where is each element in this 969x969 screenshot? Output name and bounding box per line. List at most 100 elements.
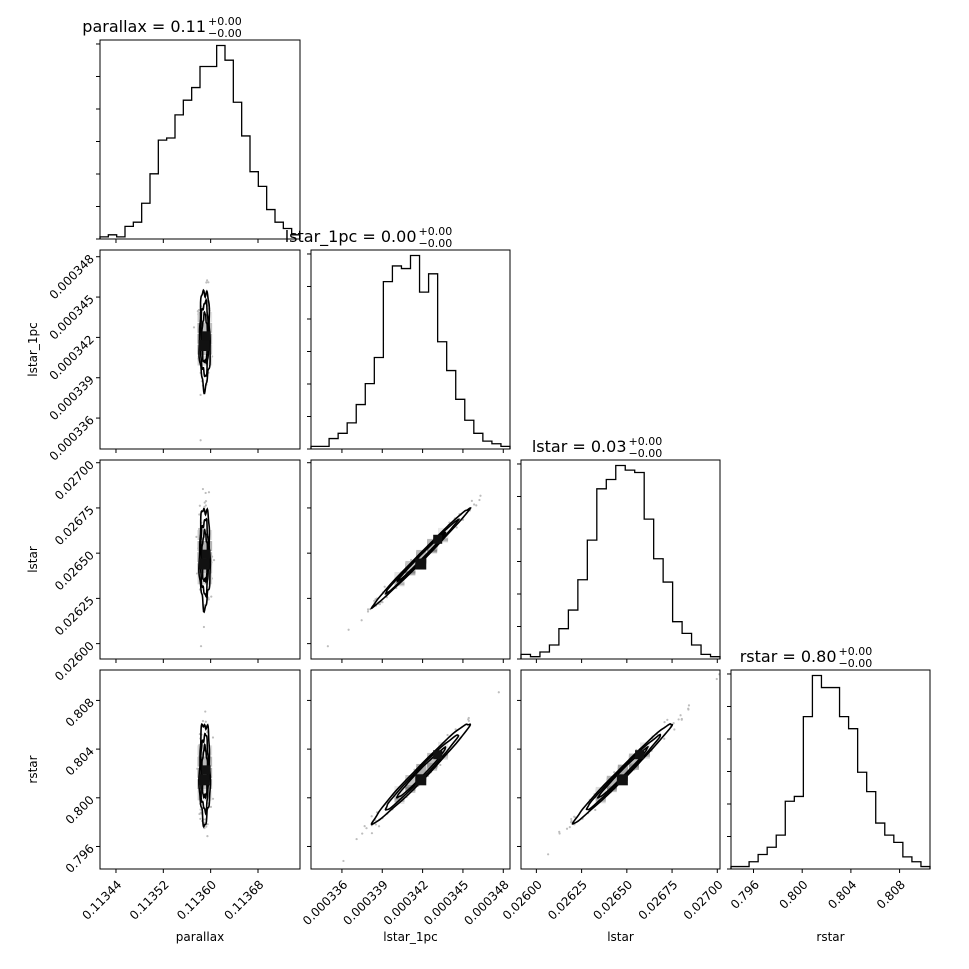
y-tick-label: 0.02675 [52,503,97,548]
x-tick-label: 0.804 [825,878,859,912]
scatter-point [207,598,210,601]
scatter-point [715,677,718,681]
x-tick-label: 0.02625 [545,878,590,923]
panel-frame [310,459,511,660]
scatter-point [360,619,363,622]
scatter-point [195,535,198,538]
panel-content [195,487,216,648]
x-tick-label: 0.11352 [127,878,172,923]
scatter-point [374,823,377,826]
scatter-point [198,504,201,507]
scatter-point [355,837,358,841]
scatter-point [204,491,207,495]
scatter-point [677,718,680,721]
y-tick-label: 0.808 [63,695,97,729]
scatter-point [204,710,207,713]
scatter-point [454,728,457,731]
scatter-point [198,513,201,516]
scatter-point [377,825,381,828]
scatter-point [439,763,442,767]
scatter-point [663,720,666,724]
scatter-point [475,504,478,507]
scatter-point [199,808,202,811]
panel-frame [99,249,301,450]
scatter-point [342,859,345,863]
scatter-point [410,558,413,562]
scatter-point [497,691,500,694]
scatter-point [381,601,384,604]
scatter-point [205,281,208,284]
x-axis-label-parallax: parallax [176,930,224,944]
contour-line [395,746,447,799]
scatter-point [473,503,476,506]
contour-line [199,517,211,599]
title-lstar: lstar = 0.03 [532,437,627,456]
title-lstar_1pc: lstar_1pc = 0.00 [285,227,417,247]
panel-rstar-vs-lstar [547,673,720,856]
scatter-point [347,628,350,631]
panel-frame [99,39,301,240]
scatter-point [467,718,470,721]
scatter-point [547,853,550,856]
histogram-step-lstar_1pc [310,254,511,449]
scatter-point [570,817,573,821]
contour-line [199,732,211,816]
density-peak [198,340,210,351]
y-tick-label: 0.02600 [52,639,97,684]
x-tick-label: 0.02675 [636,878,681,923]
scatter-point [478,498,481,502]
title-minus-rstar: −0.00 [839,657,873,670]
x-tick-label: 0.02650 [590,878,635,923]
scatter-point [199,817,202,820]
title-plus-rstar: +0.00 [839,645,873,658]
panel-lstar_1pc-vs-parallax [192,279,214,442]
scatter-point [663,737,666,740]
scatter-point [197,308,201,312]
scatter-point [198,527,201,531]
scatter-point [366,610,370,613]
scatter-point [365,827,368,830]
contour-line [571,723,674,825]
x-tick-label: 0.796 [728,878,762,912]
histogram-lstar [517,463,721,660]
contour-line [596,746,649,799]
title-plus-parallax: +0.00 [208,15,242,28]
histogram-rstar [727,673,931,870]
x-tick-label: 0.11368 [221,878,266,923]
scatter-point [687,707,690,710]
title-plus-lstar_1pc: +0.00 [419,225,453,238]
x-tick-label: 0.11360 [174,878,219,923]
panel-lstar-vs-parallax [195,487,216,648]
panel-content [192,279,214,442]
scatter-point [594,808,597,812]
panel-rstar-vs-lstar_1pc [342,691,500,863]
scatter-point [210,595,213,598]
scatter-point [446,733,449,737]
scatter-point [199,812,202,815]
scatter-point [565,827,569,830]
panel-frame [310,669,511,870]
panel-frame [520,459,721,660]
scatter-point [558,832,561,835]
histogram-lstar_1pc [307,253,511,450]
title-minus-lstar: −0.00 [629,447,663,460]
scatter-point [212,559,216,562]
scatter-point [207,281,210,284]
contour-line [199,297,211,378]
panel-content [547,673,720,856]
contour-line [384,734,460,811]
y-axis-label-lstar_1pc: lstar_1pc [26,322,40,376]
panel-rstar-vs-parallax [196,710,215,838]
scatter-point [205,825,208,828]
scatter-point [679,714,682,717]
density-peak [201,765,211,775]
density-peak [415,558,427,570]
scatter-point [211,797,215,800]
panel-frame [99,669,301,870]
scatter-point [373,599,376,603]
density-peak [433,534,443,544]
scatter-point [206,835,209,838]
scatter-point [363,825,366,828]
panel-frame [520,669,721,870]
scatter-point [206,279,209,282]
